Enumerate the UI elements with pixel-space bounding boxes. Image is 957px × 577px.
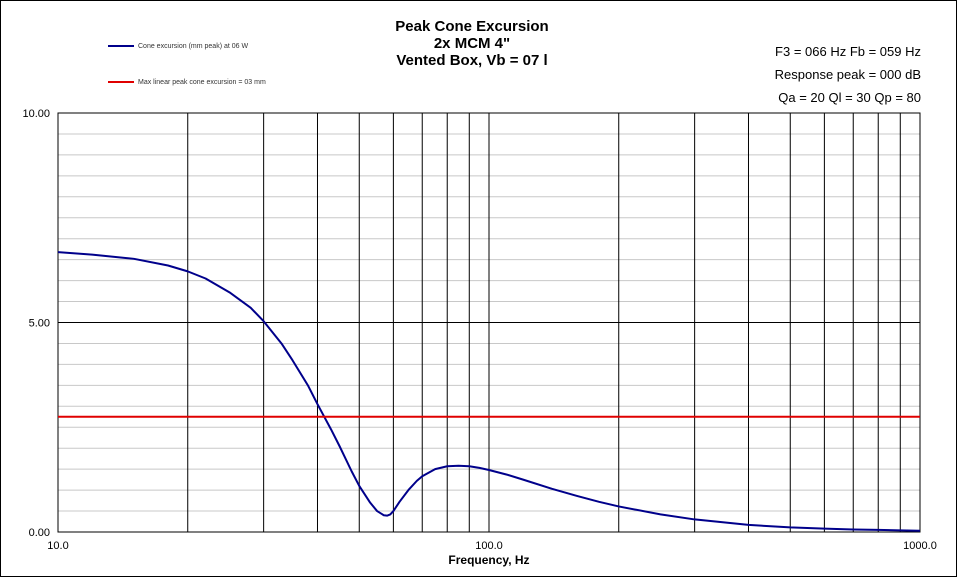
- legend-swatch-cone-excursion: [108, 45, 134, 47]
- y-tick-label: 10.00: [22, 108, 50, 120]
- info-line-f3-fb: F3 = 066 Hz Fb = 059 Hz: [775, 44, 921, 59]
- info-line-response-peak: Response peak = 000 dB: [774, 67, 921, 82]
- series-line-cone-excursion: [57, 251, 921, 532]
- legend-item-max-excursion: Max linear peak cone excursion = 03 mm: [108, 77, 266, 87]
- legend-label-cone-excursion: Cone excursion (mm peak) at 06 W: [138, 42, 249, 50]
- legend-item-cone-excursion: Cone excursion (mm peak) at 06 W: [108, 41, 248, 51]
- y-tick-label: 0.00: [29, 527, 50, 539]
- title-line-2: 2x MCM 4": [433, 35, 511, 52]
- info-line-q-values: Qa = 20 Ql = 30 Qp = 80: [778, 90, 921, 105]
- title-line-1: Peak Cone Excursion: [395, 18, 549, 35]
- plot-border: [57, 112, 921, 533]
- parameter-info: F3 = 066 Hz Fb = 059 Hz Response peak = …: [621, 44, 921, 113]
- chart-title: Peak Cone Excursion 2x MCM 4" Vented Box…: [300, 18, 644, 69]
- y-tick-label: 5.00: [29, 318, 50, 330]
- title-line-3: Vented Box, Vb = 07 l: [396, 52, 548, 69]
- x-tick-label: 100.0: [475, 540, 503, 552]
- x-tick-label: 1000.0: [903, 540, 937, 552]
- x-tick-label: 10.0: [47, 540, 68, 552]
- x-axis-title: Frequency, Hz: [448, 553, 529, 567]
- legend-label-max-excursion: Max linear peak cone excursion = 03 mm: [138, 78, 266, 86]
- legend-swatch-max-excursion: [108, 81, 134, 83]
